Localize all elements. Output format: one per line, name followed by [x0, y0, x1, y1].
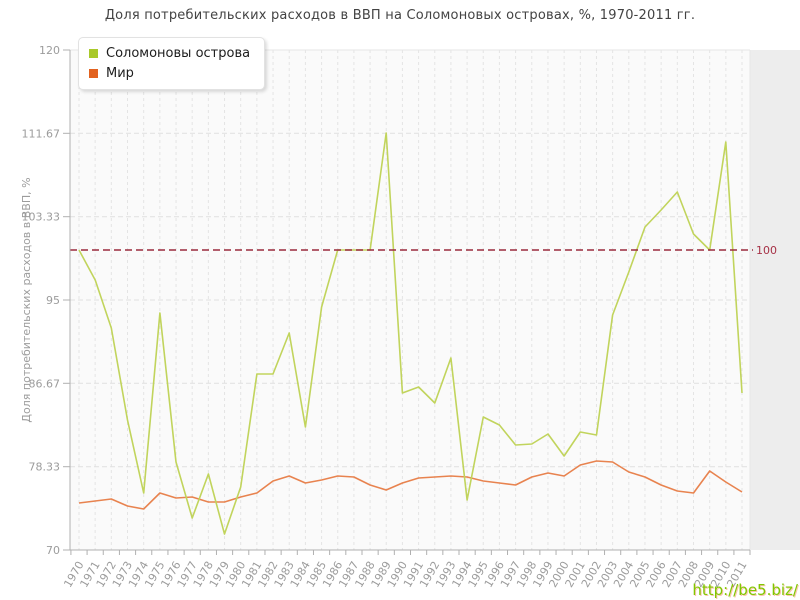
y-tick-label: 103.33 [22, 211, 61, 224]
chart-title: Доля потребительских расходов в ВВП на С… [104, 8, 696, 23]
legend-label-solomon-islands: Соломоновы острова [106, 45, 251, 61]
watermark-link[interactable]: http://be5.biz/ [692, 581, 798, 599]
y-tick-label: 95 [46, 294, 60, 307]
y-tick-label: 111.67 [22, 127, 61, 140]
y-tick-label: 86.67 [29, 377, 61, 390]
right-margin-strip [750, 50, 800, 550]
legend-item-world: Мир [89, 63, 250, 83]
y-tick-label: 120 [39, 44, 60, 57]
series-line-world [78, 460, 743, 510]
legend: Соломоновы острова Мир [78, 37, 266, 90]
y-tick-label: 70 [46, 544, 60, 557]
legend-label-world: Мир [106, 65, 134, 81]
series-line-solomon-islands [78, 132, 743, 535]
y-axis-title: Доля потребительских расходов в ВВП, % [20, 177, 33, 422]
legend-swatch-world [89, 68, 98, 78]
reference-line-label: 100 [756, 244, 777, 257]
y-tick-label: 78.33 [29, 461, 61, 474]
legend-swatch-solomon-islands [89, 48, 98, 58]
legend-item-solomon-islands: Соломоновы острова [89, 43, 250, 63]
